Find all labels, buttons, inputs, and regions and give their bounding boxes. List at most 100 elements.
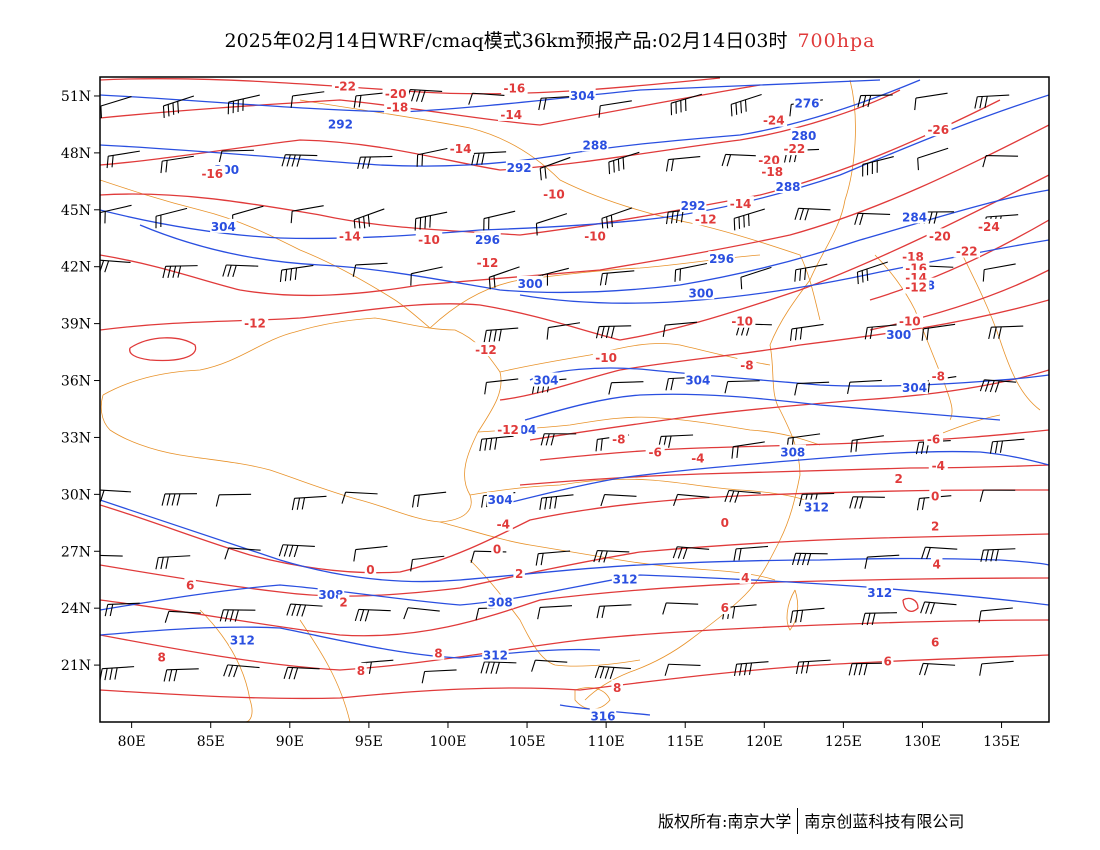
temperature-contour-label: -4 [497,518,510,532]
temperature-contour-label-bg [755,152,783,167]
isotherm-7 [869,219,1049,331]
wind-barb [662,321,698,337]
height-contour-10 [100,574,1049,611]
wind-barb [484,378,519,395]
x-tick-label: 110E [588,734,625,750]
wind-barb [218,149,254,163]
height-contour-label: 312 [613,573,638,587]
wind-barb [468,92,505,105]
wind-barb [917,147,949,171]
height-contour-label: 288 [775,180,800,194]
temperature-contour-label-bg [760,112,788,127]
height-contour-label-bg [210,218,237,233]
isotherm-closed-1 [129,337,197,362]
boundary-lines [100,79,1041,722]
x-tick-label: 85E [197,734,225,750]
footer: 版权所有:南京大学 南京创蓝科技有限公司 [658,807,964,836]
wind-barb [539,156,571,181]
boundary-korea [874,254,953,421]
height-contour-label: 300 [689,286,714,300]
wind-barb [163,668,199,682]
wind-barb [861,612,897,626]
wind-barb [980,548,1016,562]
temperature-contour-label: -14 [339,229,361,243]
height-contour-label-bg [516,275,544,290]
height-contour-label: 304 [533,374,558,388]
height-contour-label-bg [486,594,514,609]
temperature-contour-label-bg [540,186,568,201]
wind-barb [721,153,758,167]
temperature-contour-label: -24 [763,114,785,128]
wind-barb [794,207,831,221]
wind-barb [100,489,132,502]
wind-barb [480,661,517,674]
wind-barb [670,93,703,116]
height-contour-label-bg [474,232,501,247]
height-contour-label-bg [793,95,821,110]
wind-barb [593,549,630,563]
y-tick-label: 45N [61,203,91,219]
height-contour-label-bg [505,160,533,175]
height-contour-label: 292 [681,199,706,213]
height-contour-label: 288 [583,138,608,152]
boundary-mongolia [299,99,821,321]
temperature-contour-label-bg [355,662,367,677]
temperature-contour-label-bg [925,122,952,137]
temperature-contour-label-bg [609,431,629,446]
isotherm-13 [100,533,1049,597]
height-contour-2 [100,79,921,167]
temperature-contour-label: 2 [339,595,347,609]
y-tick-label: 39N [61,317,91,333]
wind-barb [155,207,188,229]
wind-barb [223,664,260,678]
y-tick-label: 24N [61,601,91,617]
height-contour-label-bg [317,586,345,601]
height-contour-label: 312 [230,633,255,647]
temperature-contour-label-bg [929,634,941,649]
wind-barb [160,155,194,174]
temperature-contour-label-bg [611,679,623,694]
height-contour-label-bg [684,372,712,387]
wind-barb [104,602,140,617]
boundary-hainan [574,687,611,710]
wind-barb [864,324,900,340]
height-contour-label: 304 [211,220,236,234]
temperature-contour-label-bg [727,196,754,211]
wind-barbs [100,88,1025,684]
map-background [100,77,1049,722]
wind-barb [161,493,197,506]
temperature-contour-label: -14 [500,108,522,122]
wind-barb [222,264,259,278]
wind-barb [988,325,1024,340]
height-contour-label-bg [790,127,818,142]
temperature-contour-label: -12 [475,343,497,357]
height-contour-label: 304 [685,374,710,388]
wind-barb [594,665,631,680]
wind-barb [410,555,445,572]
temperature-contour-label: -26 [927,123,949,137]
temperature-contour-label-bg [645,444,665,459]
temperature-contour-label: -18 [761,165,783,179]
temperature-contour-label: 8 [357,664,365,678]
temperature-contour-label: 8 [434,647,442,661]
isotherm-11 [519,464,1049,486]
wind-barb [790,607,825,624]
x-tick-label: 105E [509,734,546,750]
wind-barb [162,95,195,118]
wind-barb [914,92,948,111]
wind-barb [665,156,701,172]
wind-barb [857,94,893,108]
temperature-contour-label: -6 [927,432,940,446]
wind-barb [162,265,198,279]
x-tick-label: 125E [825,734,862,750]
temperature-contour-label: 8 [613,681,621,695]
temperature-contour-label-bg [758,163,786,178]
temperature-contour-label-bg [494,421,522,436]
x-tick-label: 120E [746,734,783,750]
temperature-contour-label: 4 [933,558,941,572]
copyright-text: 版权所有:南京大学 [658,812,792,831]
wind-barb [979,660,1014,676]
height-contour-label-bg [569,87,596,102]
temperature-contour-label-bg [719,600,731,615]
temperature-contour-label-bg [415,232,443,247]
